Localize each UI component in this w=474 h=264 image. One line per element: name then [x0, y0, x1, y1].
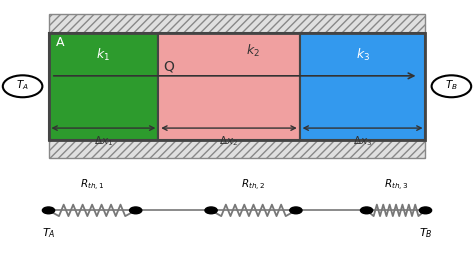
Text: $T_B$: $T_B$: [419, 226, 432, 240]
Circle shape: [290, 207, 302, 214]
Circle shape: [3, 75, 42, 97]
Text: A: A: [56, 36, 64, 49]
Text: $T_A$: $T_A$: [42, 226, 55, 240]
Circle shape: [432, 75, 471, 97]
Text: Q: Q: [163, 60, 174, 74]
Bar: [48, 140, 426, 158]
Circle shape: [129, 207, 142, 214]
Text: $\Delta x_3$: $\Delta x_3$: [353, 134, 372, 148]
Text: $R_{th,3}$: $R_{th,3}$: [384, 178, 408, 194]
Text: $R_{th,1}$: $R_{th,1}$: [80, 178, 104, 194]
Bar: [48, 33, 158, 140]
Bar: [300, 33, 426, 140]
Text: $T_B$: $T_B$: [445, 78, 458, 92]
Text: $k_1$: $k_1$: [96, 47, 110, 63]
Text: $R_{th,2}$: $R_{th,2}$: [241, 178, 265, 194]
Bar: [158, 33, 300, 140]
Circle shape: [419, 207, 432, 214]
Text: $k_2$: $k_2$: [246, 43, 259, 59]
Text: $\Delta x_1$: $\Delta x_1$: [94, 134, 113, 148]
Text: $T_A$: $T_A$: [16, 78, 29, 92]
Text: $\Delta x_2$: $\Delta x_2$: [219, 134, 238, 148]
Circle shape: [205, 207, 217, 214]
Text: $k_3$: $k_3$: [356, 47, 370, 63]
Circle shape: [42, 207, 55, 214]
Circle shape: [360, 207, 373, 214]
Bar: [48, 33, 426, 140]
Bar: [48, 15, 426, 33]
